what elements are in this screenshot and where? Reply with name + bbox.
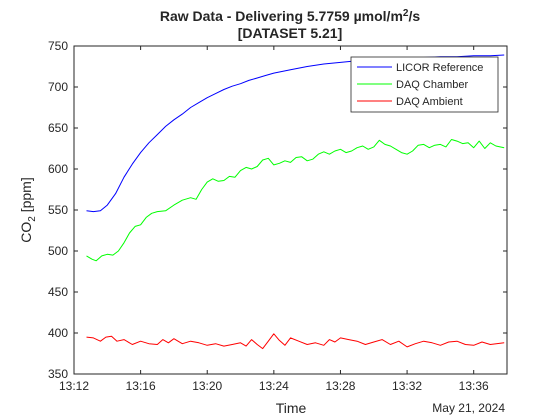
x-tick-label: 13:16 (126, 379, 156, 393)
y-axis-label: CO2 [ppm] (18, 177, 38, 242)
y-tick-label: 700 (48, 80, 68, 94)
chart-title-line2: [DATASET 5.21] (238, 25, 343, 41)
y-tick-label: 350 (48, 367, 68, 381)
x-tick-label: 13:24 (259, 379, 289, 393)
series-line-daq-ambient (86, 333, 505, 350)
x-tick-label: 13:12 (59, 379, 89, 393)
x-tick-label: 13:20 (192, 379, 222, 393)
date-label: May 21, 2024 (432, 401, 505, 415)
legend-label-licor-reference: LICOR Reference (396, 62, 483, 74)
x-tick-label: 13:32 (392, 379, 422, 393)
legend-label-daq-ambient: DAQ Ambient (396, 96, 463, 108)
y-tick-label: 600 (48, 162, 68, 176)
legend-label-daq-chamber: DAQ Chamber (396, 79, 468, 91)
y-tick-label: 550 (48, 203, 68, 217)
series-line-daq-chamber (86, 139, 505, 262)
y-tick-label: 500 (48, 244, 68, 258)
y-tick-label: 450 (48, 285, 68, 299)
x-tick-label: 13:28 (325, 379, 355, 393)
chart-title-line1: Raw Data - Delivering 5.7759 µmol/m2/s (160, 8, 420, 24)
y-tick-label: 400 (48, 326, 68, 340)
x-tick-label: 13:36 (459, 379, 489, 393)
y-tick-label: 750 (48, 39, 68, 53)
tick-layer: 13:12 13:16 13:20 13:24 13:28 13:32 13:36 350 40… (48, 39, 507, 393)
x-axis-label: Time (276, 400, 307, 416)
y-tick-label: 650 (48, 121, 68, 135)
legend: LICOR Reference DAQ Chamber DAQ Ambient (350, 56, 499, 113)
